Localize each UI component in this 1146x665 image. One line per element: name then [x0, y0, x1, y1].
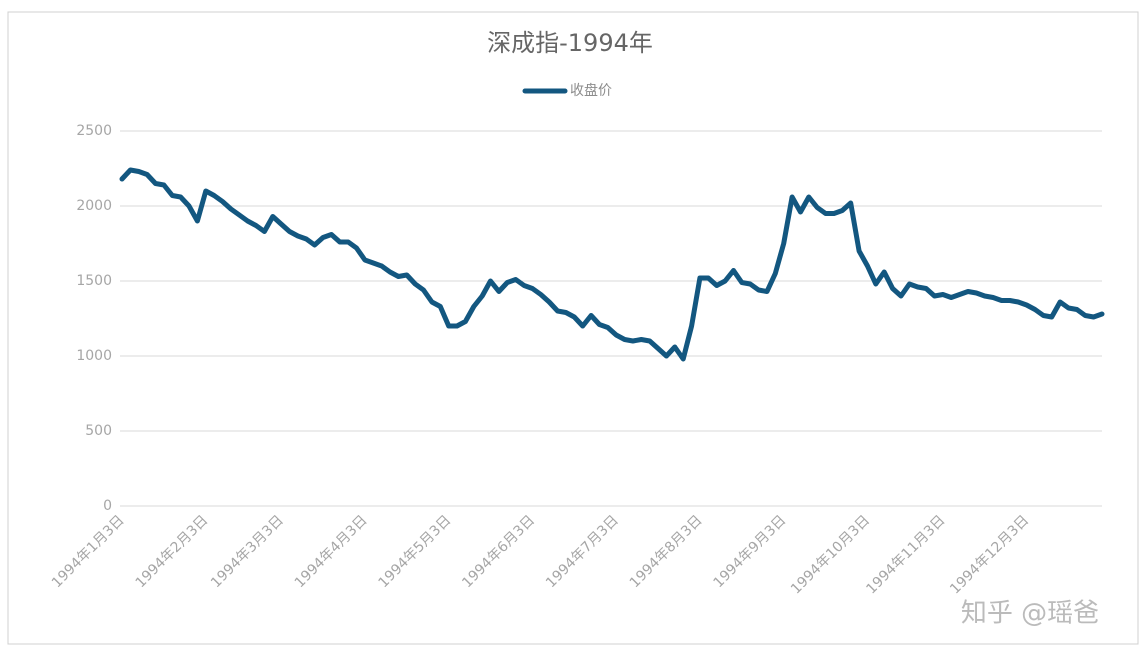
- chart-title: 深成指-1994年: [487, 29, 653, 57]
- y-tick-label: 1000: [76, 348, 112, 364]
- y-tick-label: 0: [103, 498, 112, 514]
- y-tick-label: 2500: [76, 123, 112, 139]
- watermark: 知乎 @瑶爸: [961, 599, 1099, 629]
- y-tick-label: 2000: [76, 198, 112, 214]
- series-line: [119, 167, 1105, 362]
- y-tick-label: 500: [85, 423, 112, 439]
- legend-label: 收盘价: [570, 82, 612, 99]
- y-tick-label: 1500: [76, 273, 112, 289]
- chart-frame: [7, 11, 1139, 645]
